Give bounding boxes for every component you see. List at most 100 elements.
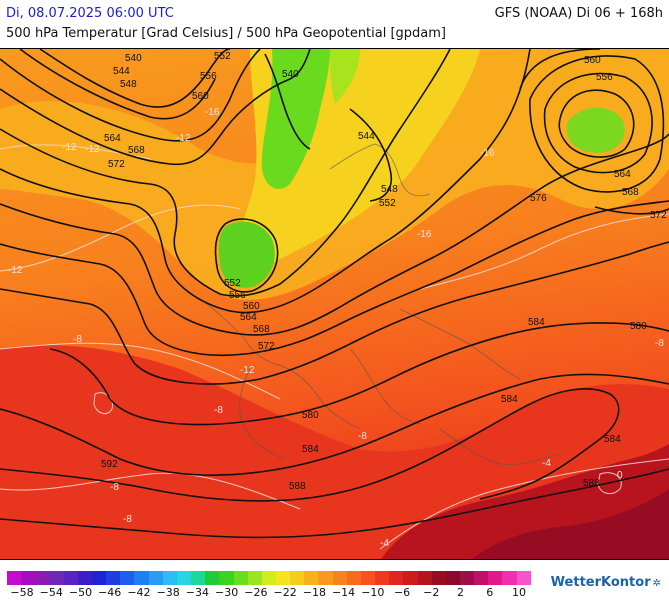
- legend-swatch: [120, 571, 135, 585]
- label-564-b: 564: [240, 312, 257, 323]
- legend-tick-label: 6: [486, 586, 494, 599]
- legend-tick-label: −50: [68, 586, 93, 599]
- temp-minus8-c: -8: [358, 431, 367, 442]
- temp-minus12-d: -12: [8, 265, 23, 276]
- temp-minus8-e: -8: [110, 482, 119, 493]
- legend-tick-label: −26: [244, 586, 268, 599]
- temp-isolines: [0, 144, 669, 550]
- label-584-d: 584: [604, 434, 621, 445]
- legend-swatch: [233, 571, 248, 585]
- map-canvas: 5405445485525565605645685725405445485525…: [0, 49, 669, 559]
- label-572-a: 572: [108, 159, 125, 170]
- label-584-b: 584: [501, 394, 518, 405]
- label-580-b: 580: [630, 321, 647, 332]
- label-592: 592: [101, 459, 118, 470]
- model-run: GFS (NOAA) Di 06 + 168h: [494, 6, 663, 21]
- temp-field-green-west: [218, 221, 275, 288]
- brand-name: WetterKontor: [550, 575, 651, 590]
- label-556-a: 556: [200, 71, 217, 82]
- legend-tick-label: −46: [98, 586, 122, 599]
- temp-0: 0: [617, 470, 623, 481]
- legend-tick-label: 10: [512, 586, 526, 599]
- legend-swatch: [261, 571, 276, 585]
- legend-swatch: [346, 571, 361, 585]
- label-576: 576: [530, 193, 547, 204]
- label-556-b: 556: [229, 290, 246, 301]
- temp-minus8-f: -8: [655, 338, 664, 349]
- legend-swatch: [290, 571, 305, 585]
- brand-sun-icon: ✲: [652, 578, 661, 589]
- legend-tick-label: −38: [156, 586, 180, 599]
- label-588-b: 588: [583, 478, 600, 489]
- legend-tick-label: −34: [185, 586, 210, 599]
- temp-minus12-e: -12: [240, 365, 255, 376]
- label-568-b: 568: [253, 324, 270, 335]
- legend-swatch: [247, 571, 262, 585]
- label-560-b: 560: [243, 301, 260, 312]
- legend-swatch: [332, 571, 347, 585]
- legend-tick-label: −2: [423, 586, 440, 599]
- legend-swatch: [106, 571, 121, 585]
- brand-logo: WetterKontor ✲: [551, 575, 661, 590]
- legend-swatch: [431, 571, 446, 585]
- header: Di, 08.07.2025 06:00 UTC 500 hPa Tempera…: [0, 0, 669, 48]
- label-588-a: 588: [289, 481, 306, 492]
- legend-swatch: [502, 571, 517, 585]
- label-540-a: 540: [125, 53, 142, 64]
- contour-label-layer: 5405445485525565605645685725405445485525…: [101, 51, 667, 492]
- label-580-a: 580: [302, 410, 319, 421]
- legend-tick-label: −14: [331, 586, 356, 599]
- label-552-b: 552: [379, 198, 396, 209]
- label-544-a: 544: [113, 66, 130, 77]
- legend-tick-label: −6: [393, 586, 411, 599]
- legend-swatch: [516, 571, 531, 585]
- legend-swatch: [403, 571, 418, 585]
- temp-minus4-b: -4: [380, 538, 389, 549]
- weather-map: 540 544 548 552 556 560 564 568 572 540 544 548 552 5…: [0, 48, 669, 560]
- legend-tick-label: −42: [127, 586, 151, 599]
- legend-tick-label: −22: [273, 586, 297, 599]
- label-584-c: 584: [302, 444, 319, 455]
- legend-swatch: [460, 571, 475, 585]
- label-560-c: 560: [584, 55, 601, 66]
- label-548-b: 548: [381, 184, 398, 195]
- legend-swatch: [474, 571, 489, 585]
- legend-tick-label: −54: [39, 586, 63, 599]
- temp-minus16-a: -16: [205, 107, 220, 118]
- legend-ticks: −58 −54 −50 −46 −42 −38 −34 −30 −26 −22 −18 −14 −10−…: [0, 586, 540, 600]
- forecast-datetime: Di, 08.07.2025 06:00 UTC: [6, 6, 174, 21]
- legend-swatch: [63, 571, 78, 585]
- legend-swatch: [91, 571, 107, 585]
- contour-label-group: 5405445485525565605645685725405445485525…: [101, 51, 667, 492]
- legend-swatch: [488, 571, 503, 585]
- temp-field-hottest: [472, 489, 669, 559]
- temp-minus12-c: -12: [176, 133, 191, 144]
- temp-minus4-a: -4: [542, 458, 551, 469]
- legend-swatch: [162, 571, 177, 585]
- label-560-a: 560: [192, 91, 209, 102]
- temp-minus8-d: -8: [123, 514, 132, 525]
- label-552-c: 552: [224, 278, 241, 289]
- label-568-a: 568: [128, 145, 145, 156]
- legend-swatch: [360, 571, 376, 585]
- legend-swatch: [375, 571, 390, 585]
- label-584-a: 584: [528, 317, 545, 328]
- label-544-b: 544: [358, 131, 375, 142]
- chart-subtitle: 500 hPa Temperatur [Grad Celsius] / 500 …: [6, 26, 447, 41]
- temp-field-green-east: [566, 107, 625, 153]
- legend-tick-label: 2: [457, 586, 465, 599]
- temp-minus12-b: -12: [62, 142, 77, 153]
- label-540-b: 540: [282, 69, 299, 80]
- legend-swatch: [417, 571, 432, 585]
- legend-swatch: [176, 571, 192, 585]
- label-568-c: 568: [622, 187, 639, 198]
- temp-minus16-c: -16: [480, 148, 495, 159]
- legend-tick-label: −30: [215, 586, 239, 599]
- label-552-a: 552: [214, 51, 231, 62]
- legend-tick-label: −18: [302, 586, 326, 599]
- label-572-c: 572: [650, 210, 667, 221]
- legend-swatch: [35, 571, 50, 585]
- legend-swatch: [134, 571, 149, 585]
- geopotential-contours: [0, 49, 669, 539]
- legend-swatch: [21, 571, 36, 585]
